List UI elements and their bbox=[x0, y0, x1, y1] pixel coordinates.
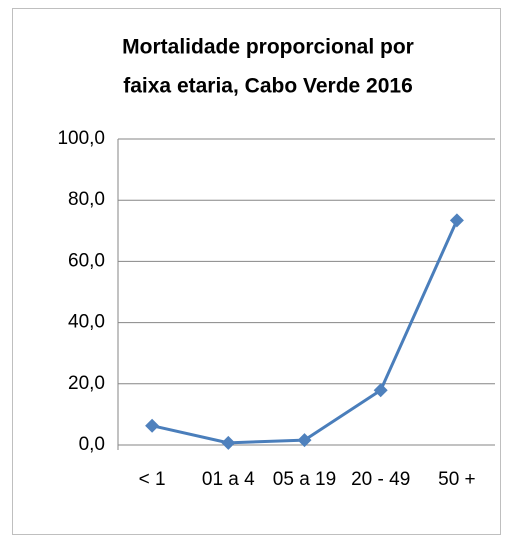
chart-title: Mortalidade proporcional por bbox=[122, 36, 414, 59]
marker bbox=[221, 435, 236, 450]
x-tick-label: 20 - 49 bbox=[351, 469, 410, 490]
y-tick-label: 60,0 bbox=[68, 250, 105, 271]
y-tick-label: 20,0 bbox=[68, 373, 105, 394]
chart-border bbox=[12, 8, 501, 535]
y-tick-label: 100,0 bbox=[57, 128, 105, 149]
x-tick-label: < 1 bbox=[139, 469, 166, 490]
marker bbox=[449, 213, 464, 228]
x-tick-label: 05 a 19 bbox=[273, 469, 336, 490]
marker bbox=[145, 418, 160, 433]
y-tick-label: 80,0 bbox=[68, 189, 105, 210]
y-tick-label: 0,0 bbox=[79, 434, 105, 455]
x-tick-label: 50 + bbox=[438, 469, 476, 490]
marker bbox=[297, 433, 312, 448]
y-tick-label: 40,0 bbox=[68, 312, 105, 333]
x-tick-label: 01 a 4 bbox=[202, 469, 255, 490]
chart-title: faixa etaria, Cabo Verde 2016 bbox=[123, 75, 413, 98]
marker bbox=[373, 383, 388, 398]
